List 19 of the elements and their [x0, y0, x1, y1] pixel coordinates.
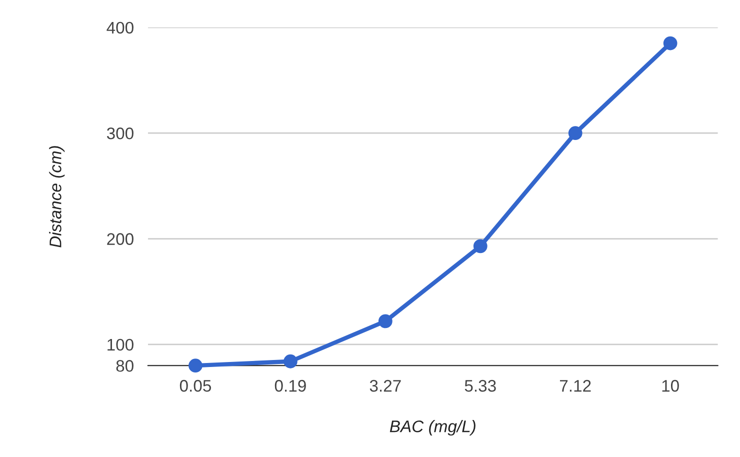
x-axis-title: BAC (mg/L) [390, 420, 476, 436]
point [188, 358, 202, 373]
x-tick-label: 7.12 [560, 380, 591, 392]
y-tick-label: 200 [107, 233, 134, 245]
y-tick-label: 300 [106, 128, 134, 140]
point [663, 36, 678, 50]
point [378, 314, 392, 328]
x-tick-label: 0.19 [274, 380, 306, 392]
x-tick-label: 5.33 [464, 380, 496, 392]
y-tick-label: 80 [116, 360, 134, 372]
y-tick-label: 400 [106, 22, 134, 34]
x-tick-label: 3.27 [370, 380, 401, 392]
y-tick-label: 100 [108, 338, 134, 351]
point [284, 354, 298, 368]
x-tick-label: 10 [662, 380, 679, 392]
point [568, 126, 582, 140]
x-tick-label: 0.05 [180, 380, 212, 392]
y-axis-title: Distance (cm) [49, 146, 65, 248]
point [473, 239, 488, 254]
